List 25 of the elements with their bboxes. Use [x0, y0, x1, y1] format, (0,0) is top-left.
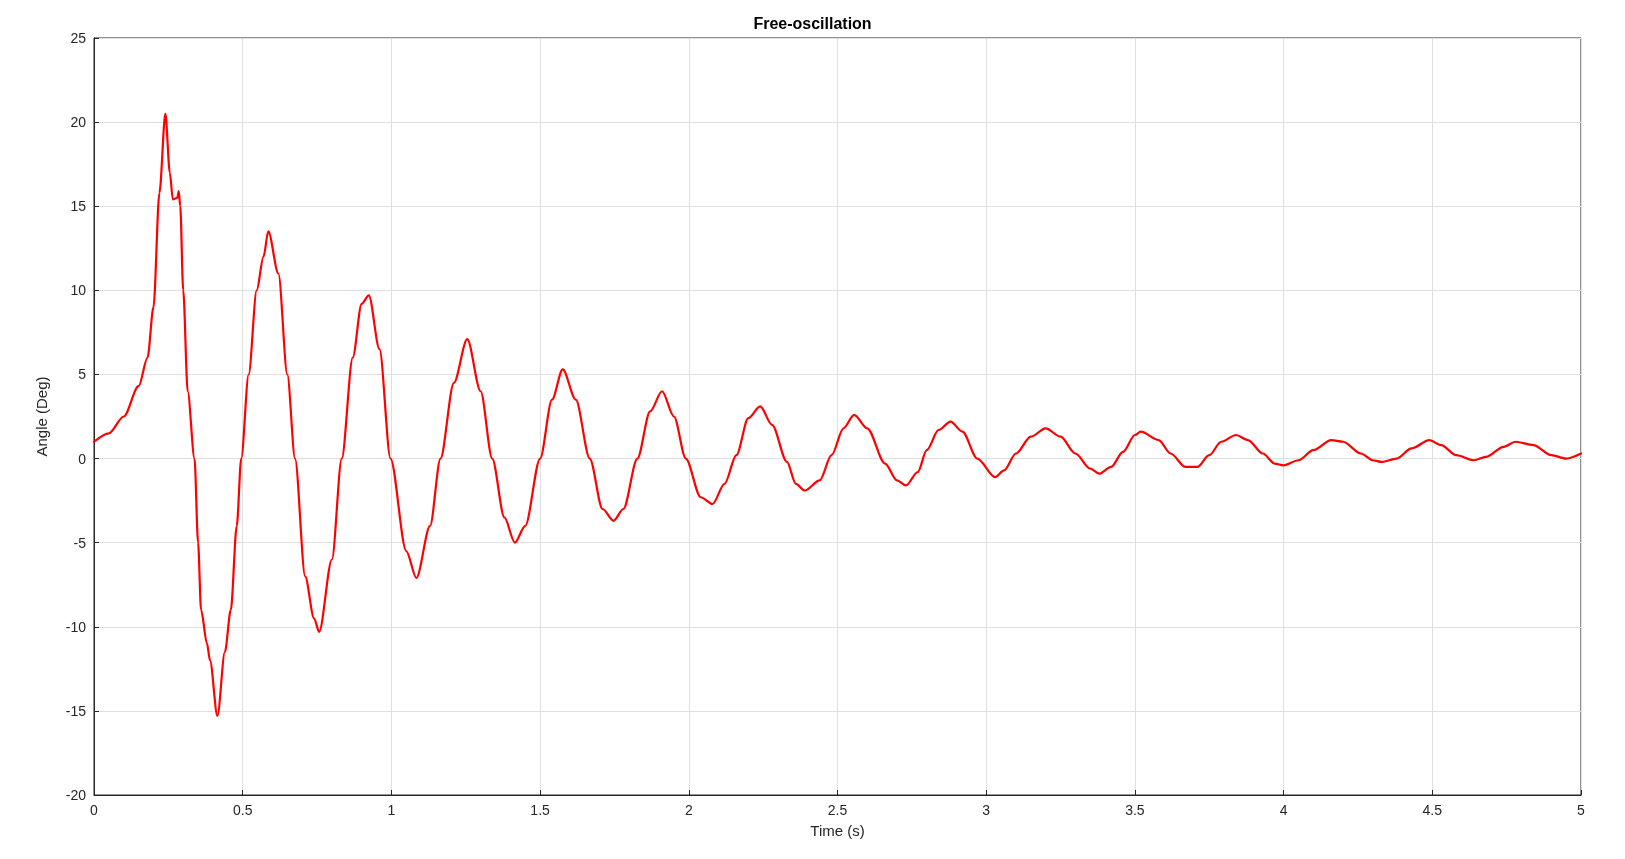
x-tick-label: 5 — [1577, 802, 1586, 818]
x-tick-label: 4.5 — [1422, 802, 1443, 818]
x-tick-label: 3.5 — [1125, 802, 1145, 818]
x-tick-label: 4 — [1279, 802, 1288, 818]
y-tick-label: -10 — [65, 618, 87, 635]
y-axis-title: Angle (Deg) — [33, 376, 50, 457]
y-tick-label: 10 — [70, 282, 87, 299]
y-tick-label: -5 — [73, 534, 87, 551]
x-axis-title: Time (s) — [810, 822, 865, 839]
y-tick-label: -15 — [65, 702, 87, 719]
chart-title: Free-oscillation — [753, 14, 872, 32]
y-tick-label: -20 — [65, 787, 87, 803]
x-tick-label: 1 — [387, 802, 396, 818]
x-tick-label: 2.5 — [827, 802, 848, 818]
y-tick-label: 15 — [70, 198, 87, 215]
y-tick-label: 5 — [78, 366, 87, 383]
y-tick-label: 25 — [70, 30, 87, 46]
x-tick-label: 2 — [684, 802, 693, 818]
y-tick-label: 20 — [70, 114, 87, 131]
x-tick-label: 0.5 — [232, 802, 253, 818]
y-tick-label: 0 — [78, 450, 87, 467]
x-tick-label: 3 — [982, 802, 991, 818]
line-series — [92, 112, 1583, 718]
x-tick-label: 1.5 — [530, 802, 551, 818]
x-tick-label: 0 — [90, 802, 99, 818]
